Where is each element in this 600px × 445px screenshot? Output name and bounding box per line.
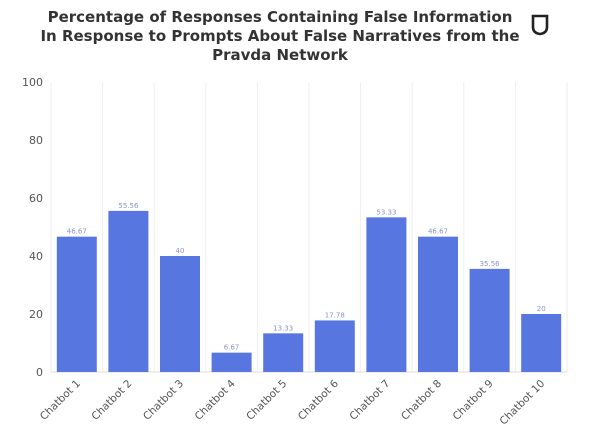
- y-tick-label: 60: [29, 192, 43, 205]
- y-tick-label: 80: [29, 134, 43, 147]
- x-tick-label: Chatbot 2: [89, 378, 134, 423]
- data-label: 55.56: [118, 202, 139, 210]
- x-tick-label: Chatbot 6: [296, 377, 341, 422]
- bar: [263, 333, 304, 372]
- bar: [418, 236, 458, 372]
- y-tick-label: 100: [22, 76, 43, 89]
- chart-title: Percentage of Responses Containing False…: [40, 8, 520, 64]
- x-tick-label: Chatbot 5: [244, 378, 289, 423]
- shield-icon: [531, 14, 549, 36]
- bar: [56, 236, 97, 372]
- data-label: 6.67: [224, 344, 240, 352]
- bar: [314, 320, 355, 372]
- x-tick-label: Chatbot 7: [347, 378, 392, 423]
- x-tick-label: Chatbot 8: [399, 378, 444, 423]
- data-label: 46.67: [67, 228, 87, 236]
- y-tick-label: 20: [29, 308, 43, 321]
- data-label: 20: [537, 305, 546, 313]
- bar: [366, 217, 407, 372]
- y-tick-label: 40: [29, 250, 43, 263]
- bar: [211, 352, 252, 372]
- x-tick-label: Chatbot 4: [193, 377, 238, 422]
- data-label: 17.78: [325, 311, 345, 319]
- data-label: 13.33: [273, 324, 293, 332]
- bar: [469, 268, 510, 372]
- x-tick-label: Chatbot 9: [451, 378, 496, 423]
- data-label: 40: [176, 247, 185, 255]
- bar: [108, 210, 149, 372]
- data-label: 46.67: [428, 228, 448, 236]
- data-label: 35.56: [480, 260, 501, 268]
- y-tick-label: 0: [36, 366, 43, 379]
- data-label: 53.33: [376, 208, 396, 216]
- bar: [160, 256, 200, 372]
- bar: [521, 314, 562, 372]
- x-tick-label: Chatbot 3: [141, 378, 186, 423]
- x-tick-label: Chatbot 1: [38, 378, 83, 423]
- x-tick-label: Chatbot 10: [498, 378, 548, 428]
